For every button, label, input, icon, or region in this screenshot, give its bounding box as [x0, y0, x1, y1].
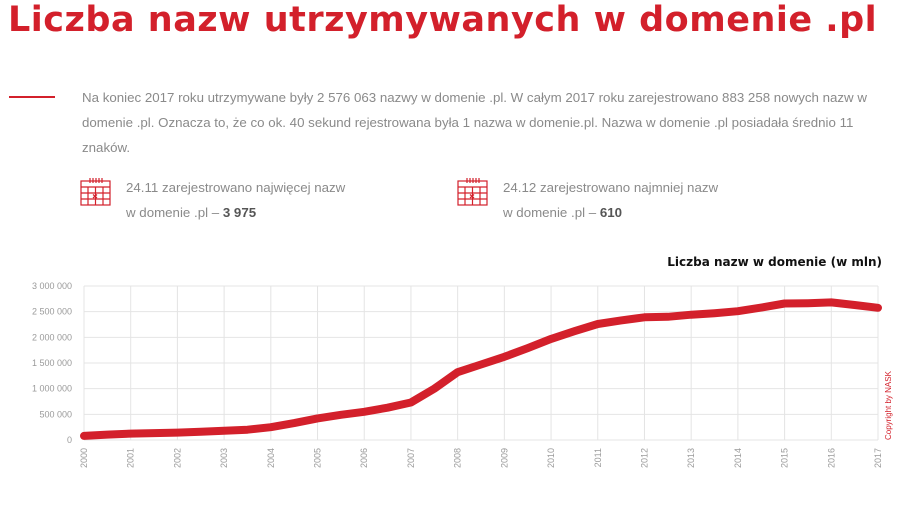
chart-title: Liczba nazw w domenie (w mln) — [667, 255, 882, 269]
title-accent-line — [9, 96, 55, 98]
y-tick-label: 1 000 000 — [32, 384, 72, 394]
x-tick-label: 2014 — [733, 448, 743, 468]
calendar-icon — [457, 178, 488, 206]
stat-least-registrations: 24.12 zarejestrowano najmniej nazw w dom… — [457, 175, 718, 225]
x-tick-label: 2017 — [873, 448, 883, 468]
y-tick-label: 3 000 000 — [32, 281, 72, 291]
y-tick-label: 2 000 000 — [32, 332, 72, 342]
y-tick-label: 500 000 — [39, 409, 72, 419]
x-tick-label: 2001 — [126, 448, 136, 468]
x-tick-label: 2009 — [499, 448, 509, 468]
stat-value: 3 975 — [222, 205, 257, 220]
stat-line-2: w domenie .pl – 610 — [503, 200, 718, 225]
x-tick-label: 2000 — [79, 448, 89, 468]
x-tick-label: 2012 — [639, 448, 649, 468]
x-tick-label: 2016 — [826, 448, 836, 468]
x-tick-label: 2013 — [686, 448, 696, 468]
calendar-icon — [80, 178, 111, 206]
x-tick-label: 2006 — [359, 448, 369, 468]
stat-value: 610 — [599, 205, 623, 220]
y-tick-label: 2 500 000 — [32, 307, 72, 317]
stat-most-registrations: 24.11 zarejestrowano najwięcej nazw w do… — [80, 175, 345, 225]
x-tick-label: 2002 — [172, 448, 182, 468]
x-tick-label: 2003 — [219, 448, 229, 468]
stat-prefix: w domenie .pl – — [503, 205, 597, 220]
x-tick-label: 2004 — [266, 448, 276, 468]
x-tick-label: 2007 — [406, 448, 416, 468]
x-tick-label: 2005 — [313, 448, 323, 468]
x-tick-label: 2010 — [546, 448, 556, 468]
x-tick-label: 2008 — [453, 448, 463, 468]
page-title: Liczba nazw utrzymywanych w domenie .pl — [8, 0, 878, 40]
stat-line-2: w domenie .pl – 3 975 — [126, 200, 345, 225]
stat-line-1: 24.11 zarejestrowano najwięcej nazw — [126, 180, 346, 195]
y-tick-label: 1 500 000 — [32, 358, 72, 368]
stat-prefix: w domenie .pl – — [126, 205, 220, 220]
intro-paragraph: Na koniec 2017 roku utrzymywane były 2 5… — [82, 90, 867, 155]
stat-line-1: 24.12 zarejestrowano najmniej nazw — [503, 180, 719, 195]
stat-text: 24.11 zarejestrowano najwięcej nazw w do… — [126, 175, 345, 225]
y-tick-label: 0 — [67, 435, 72, 445]
x-tick-label: 2011 — [593, 448, 603, 467]
series-line — [80, 298, 882, 440]
x-tick-label: 2015 — [780, 448, 790, 468]
stat-text: 24.12 zarejestrowano najmniej nazw w dom… — [503, 175, 718, 225]
line-chart: 0 500 000 1 000 000 1 500 000 2 000 000 2 500… — [32, 281, 883, 468]
